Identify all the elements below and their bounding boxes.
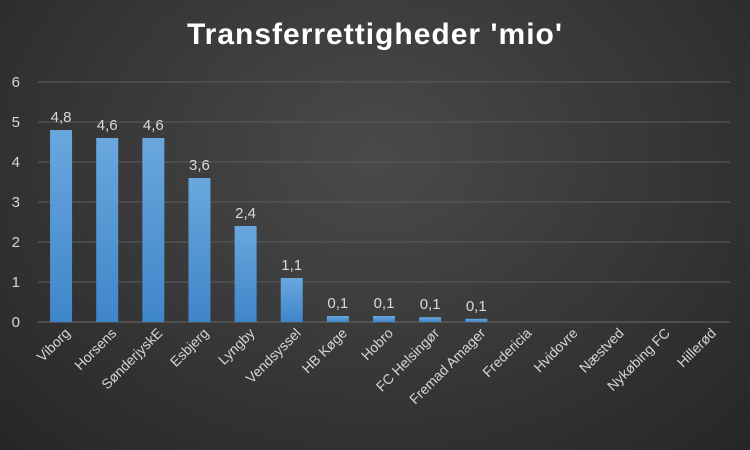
x-tick-label: Viborg: [33, 325, 73, 365]
x-tick-label: Fredericia: [479, 325, 534, 380]
x-tick-label: Hvidovre: [530, 325, 581, 376]
x-tick-label: Hobro: [358, 325, 396, 363]
data-label: 0,1: [466, 298, 487, 315]
y-tick-label: 6: [12, 74, 20, 91]
bar: [50, 130, 73, 322]
data-label: 4,6: [143, 117, 164, 134]
y-tick-label: 5: [12, 114, 20, 131]
chart-title: Transferrettigheder 'mio': [186, 18, 564, 51]
x-tick-label: Hillerød: [674, 325, 719, 370]
bar: [373, 316, 395, 322]
bar: [419, 317, 442, 322]
bar: [326, 316, 349, 322]
data-label: 1,1: [281, 257, 302, 274]
x-tick-label: Esbjerg: [167, 325, 212, 370]
bar: [280, 278, 303, 322]
data-labels: 4,8 4,6 4,6 3,6 2,4 1,1 0,1 0,1 0,1 0,1: [51, 109, 487, 315]
x-tick-label: HB Køge: [299, 325, 351, 377]
bar: [188, 178, 211, 322]
data-label: 2,4: [235, 205, 256, 222]
y-tick-label: 2: [12, 234, 20, 251]
bar: [96, 138, 119, 322]
bars: [50, 130, 488, 322]
y-axis: 0 1 2 3 4 5 6: [12, 74, 20, 331]
x-tick-label: Lyngby: [215, 325, 258, 368]
y-tick-label: 1: [12, 274, 20, 291]
data-label: 4,8: [51, 109, 72, 126]
y-tick-label: 0: [12, 314, 20, 331]
bar: [234, 226, 257, 322]
bar: [465, 318, 488, 322]
data-label: 0,1: [327, 295, 348, 312]
y-tick-label: 3: [12, 194, 20, 211]
data-label: 4,6: [97, 117, 118, 134]
data-label: 0,1: [420, 296, 441, 313]
gridlines: [38, 81, 730, 323]
y-tick-label: 4: [12, 154, 20, 171]
bar: [142, 138, 165, 322]
data-label: 0,1: [374, 295, 395, 312]
data-label: 3,6: [189, 157, 210, 174]
